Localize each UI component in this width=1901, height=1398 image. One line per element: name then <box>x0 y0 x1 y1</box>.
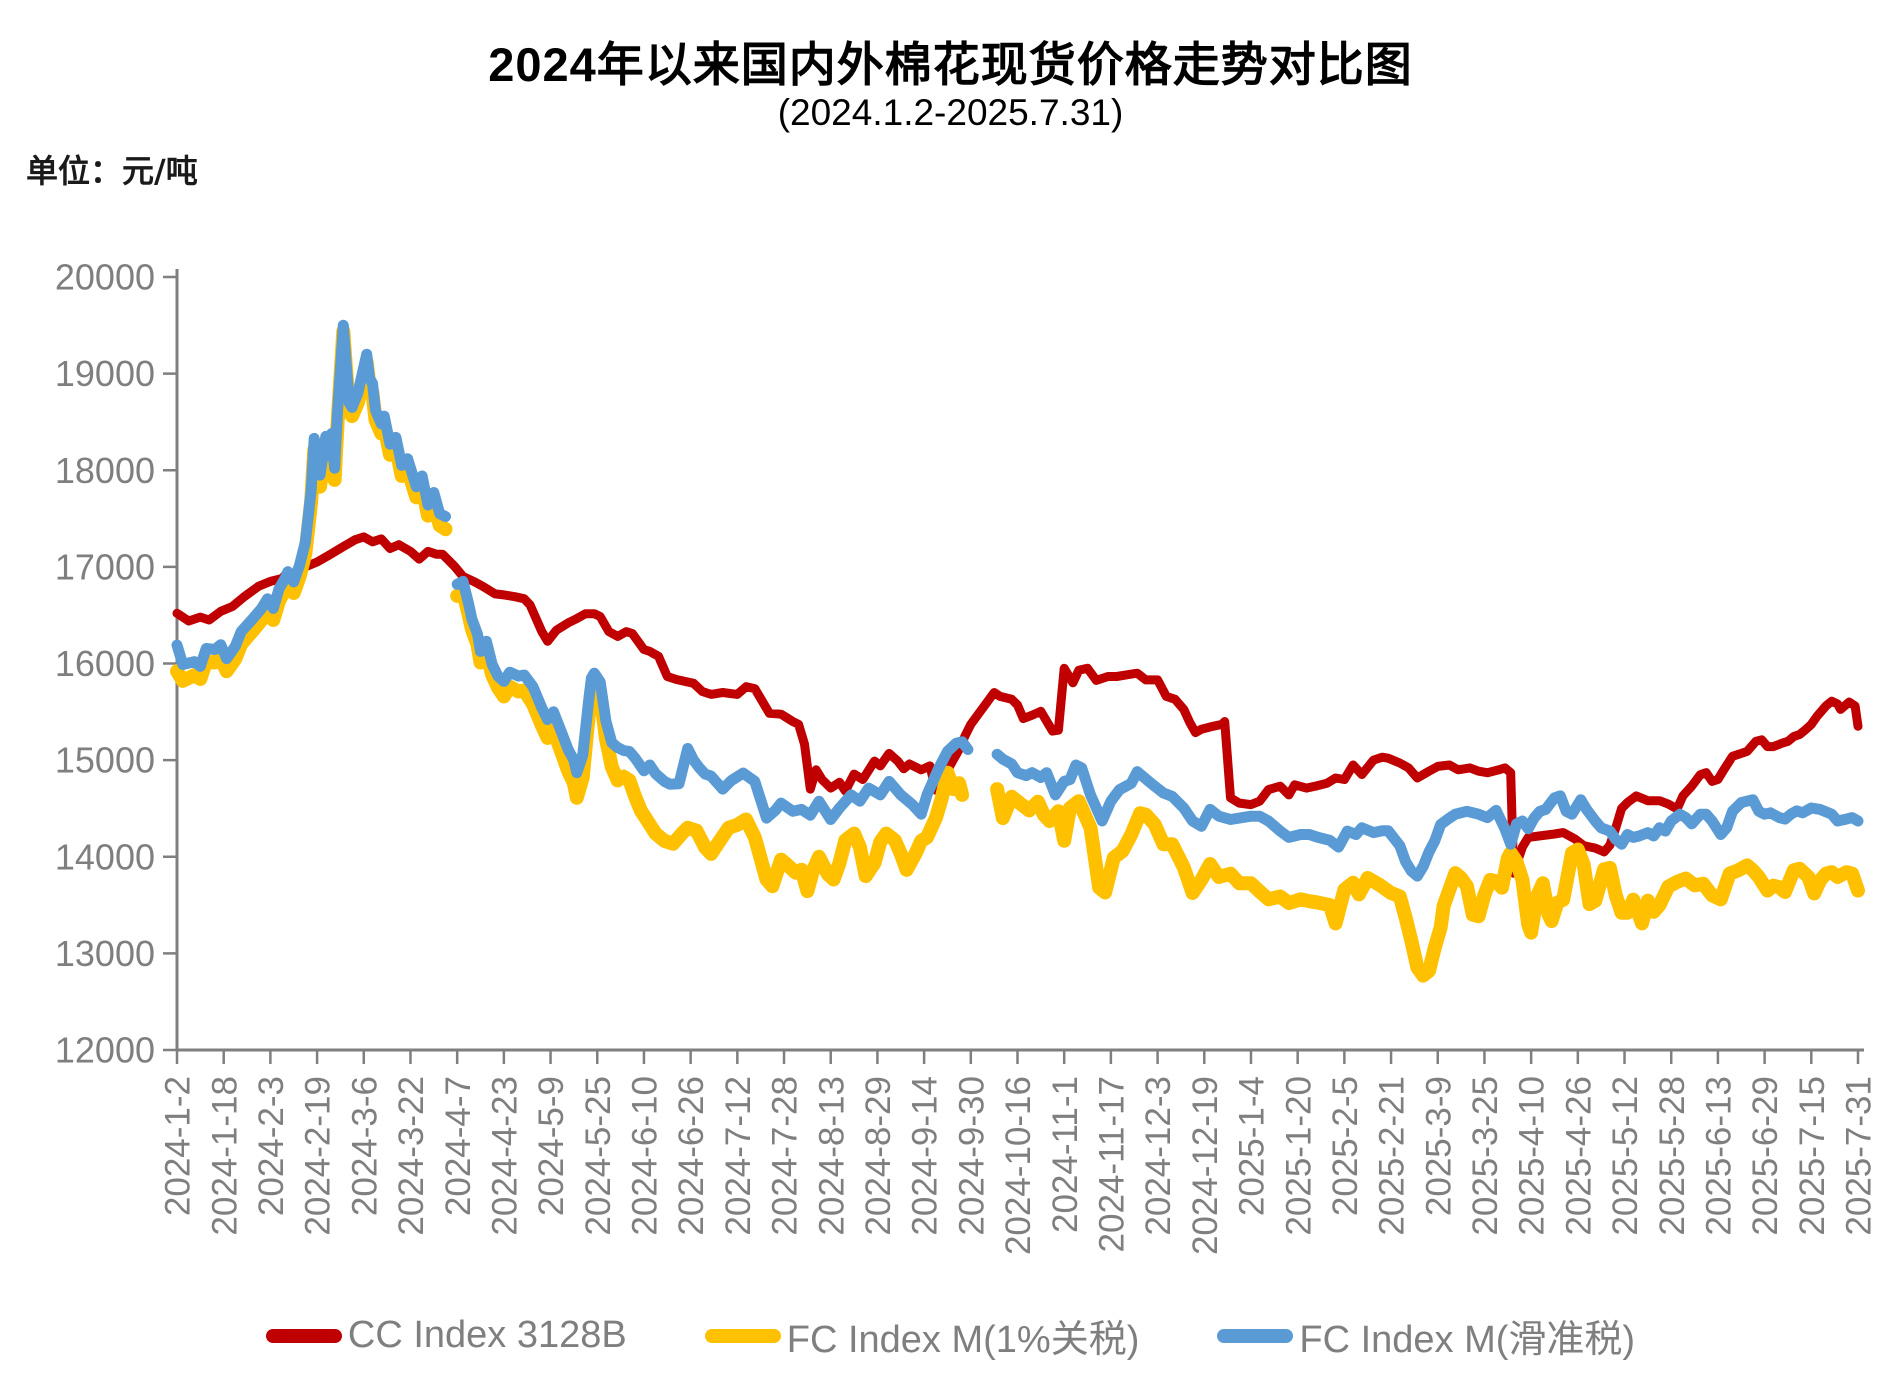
x-tick-label: 2024-6-26 <box>672 1076 711 1236</box>
x-tick-label: 2025-5-12 <box>1606 1076 1645 1236</box>
x-tick-label: 2025-1-4 <box>1233 1076 1272 1216</box>
x-tick-label: 2024-4-7 <box>439 1076 478 1216</box>
x-tick-label: 2024-1-18 <box>205 1076 244 1236</box>
y-tick-label: 19000 <box>55 353 155 394</box>
unit-label: 单位：元/吨 <box>26 152 198 190</box>
x-tick-label: 2025-7-15 <box>1793 1076 1832 1236</box>
legend-label: FC Index M(滑准税) <box>1299 1319 1636 1361</box>
y-tick-label: 16000 <box>55 643 155 684</box>
legend-item-fc-index-m-sliding-duty: FC Index M(滑准税) <box>1217 1308 1635 1363</box>
x-tick-label: 2024-1-2 <box>159 1076 198 1216</box>
x-tick-label: 2025-6-13 <box>1700 1076 1739 1236</box>
x-tick-label: 2024-7-28 <box>766 1076 805 1236</box>
x-tick-label: 2025-2-21 <box>1373 1076 1412 1236</box>
x-tick-label: 2025-4-26 <box>1559 1076 1598 1236</box>
chart-subtitle: (2024.1.2-2025.7.31) <box>777 92 1124 133</box>
x-tick-label: 2024-3-22 <box>392 1076 431 1236</box>
x-tick-label: 2025-3-25 <box>1466 1076 1505 1236</box>
legend-swatch-red-line-icon <box>265 1328 342 1343</box>
legend-swatch-yellow-line-icon <box>704 1328 781 1343</box>
x-tick-label: 2024-9-14 <box>906 1076 945 1236</box>
y-tick-label: 13000 <box>55 933 155 974</box>
y-tick-label: 12000 <box>55 1030 155 1071</box>
legend-item-fc-index-m-1pct-tariff: FC Index M(1%关税) <box>704 1308 1140 1363</box>
x-tick-label: 2025-7-31 <box>1840 1076 1879 1236</box>
x-tick-label: 2025-3-9 <box>1419 1076 1458 1216</box>
x-tick-label: 2024-12-3 <box>1139 1076 1178 1236</box>
y-tick-label: 14000 <box>55 836 155 877</box>
legend-label: CC Index 3128B <box>347 1314 627 1356</box>
x-tick-label: 2025-2-5 <box>1326 1076 1365 1216</box>
x-tick-label: 2024-7-12 <box>719 1076 758 1236</box>
x-tick-label: 2024-10-16 <box>999 1076 1038 1255</box>
x-tick-label: 2024-12-19 <box>1186 1076 1225 1255</box>
series-line-cc-index-3128b <box>172 532 1863 878</box>
series-line-fc-index-m- <box>171 319 451 672</box>
chart-legend: CC Index 3128B FC Index M(1%关税) FC Index… <box>0 1308 1901 1363</box>
chart-title: 2024年以来国内外棉花现货价格走势对比图 <box>488 38 1413 91</box>
series-line-fc-index-m-1- <box>450 585 970 899</box>
y-tick-label: 20000 <box>55 257 155 298</box>
x-tick-label: 2025-5-28 <box>1653 1076 1692 1236</box>
x-tick-label: 2024-5-9 <box>532 1076 571 1216</box>
legend-item-cc-index-3128b: CC Index 3128B <box>265 1314 627 1357</box>
x-tick-label: 2024-2-19 <box>299 1076 338 1236</box>
legend-swatch-blue-line-icon <box>1217 1328 1294 1343</box>
legend-label: FC Index M(1%关税) <box>786 1319 1140 1361</box>
x-tick-label: 2024-11-17 <box>1092 1076 1131 1252</box>
x-tick-label: 2024-2-3 <box>252 1076 291 1216</box>
series-line-fc-index-m- <box>451 575 974 825</box>
series-line-fc-index-m- <box>991 748 1864 882</box>
x-tick-label: 2024-5-25 <box>579 1076 618 1236</box>
x-tick-label: 2025-1-20 <box>1279 1076 1318 1236</box>
x-tick-label: 2024-9-30 <box>952 1076 991 1236</box>
x-tick-label: 2024-3-6 <box>345 1076 384 1216</box>
x-tick-label: 2024-8-13 <box>812 1076 851 1236</box>
x-tick-label: 2024-6-10 <box>626 1076 665 1236</box>
y-tick-label: 18000 <box>55 450 155 491</box>
x-tick-label: 2024-4-23 <box>485 1076 524 1236</box>
x-tick-label: 2024-11-1 <box>1046 1076 1085 1233</box>
x-tick-label: 2024-8-29 <box>859 1076 898 1236</box>
series-line-fc-index-m-1- <box>990 782 1865 983</box>
y-tick-label: 15000 <box>55 740 155 781</box>
x-tick-label: 2025-4-10 <box>1513 1076 1552 1236</box>
y-tick-label: 17000 <box>55 546 155 587</box>
x-tick-label: 2025-6-29 <box>1746 1076 1785 1236</box>
